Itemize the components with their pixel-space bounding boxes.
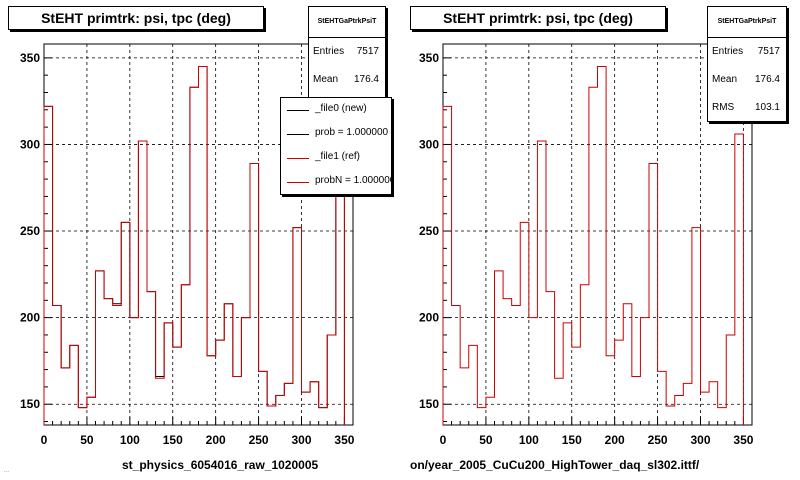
legend-line-prob [287,134,309,135]
y-tick-label: 200 [419,311,439,325]
x-tick-label: 300 [690,433,710,447]
left-entries-value: 7517 [356,46,379,57]
y-tick-label: 350 [419,51,439,65]
legend-label-prob: prob = 1.000000 [315,127,389,138]
x-tick-label: 250 [648,433,668,447]
x-tick-label: 250 [249,433,269,447]
right-file-label: on/year_2005_CuCu200_HighTower_daq_sl302… [410,458,700,472]
legend-line-probn [287,182,309,183]
legend-label-probn: probN = 1.000000 [315,175,392,186]
histogram-series-ref [43,66,345,425]
legend-label-file0: _file0 (new) [315,103,367,114]
left-file-label: st_physics_6054016_raw_1020005 [122,458,319,472]
left-entries-label: Entries [313,46,345,57]
x-tick-label: 100 [120,433,140,447]
left-mean-value: 176.4 [353,74,379,85]
left-chart-title: StEHT primtrk: psi, tpc (deg) [8,6,264,30]
y-tick-label: 150 [419,397,439,411]
legend-entry-prob: prob = 1.000000 [281,122,391,146]
x-tick-label: 0 [41,433,48,447]
legend-line-file1 [287,158,309,159]
right-chart-title: StEHT primtrk: psi, tpc (deg) [410,6,666,30]
y-tick-label: 300 [20,137,40,151]
legend-entry-file0: _file0 (new) [281,98,391,122]
legend-entry-probn: probN = 1.000000 [281,170,391,194]
x-tick-label: 200 [605,433,625,447]
x-tick-label: 150 [562,433,582,447]
legend-line-file0 [287,110,309,111]
y-tick-label: 150 [20,397,40,411]
x-tick-label: 50 [479,433,493,447]
right-mean-label: Mean [712,74,738,85]
left-stats-box: StEHTGaPtrkPsiT Entries 7517 Mean 176.4 [308,6,386,98]
y-tick-label: 250 [419,224,439,238]
x-tick-label: 150 [163,433,183,447]
legend-entry-file1: _file1 (ref) [281,146,391,170]
y-tick-label: 300 [419,137,439,151]
y-tick-label: 200 [20,311,40,325]
right-rms-value: 103.1 [754,102,780,113]
left-mean-label: Mean [313,74,339,85]
right-stats-box: StEHTGaPtrkPsiT Entries 7517 Mean 176.4 … [707,6,787,122]
footnote: ... [4,468,10,474]
right-mean-value: 176.4 [754,74,780,85]
x-tick-label: 350 [334,433,354,447]
x-tick-label: 300 [291,433,311,447]
x-tick-label: 200 [206,433,226,447]
x-tick-label: 100 [519,433,539,447]
x-tick-label: 0 [440,433,447,447]
right-entries-label: Entries [712,46,744,57]
legend-label-file1: _file1 (ref) [315,151,361,162]
right-histogram-panel: 0 50 100 150 200 250 300 350 150 200 250 300 350 [419,43,754,447]
x-tick-label: 350 [733,433,753,447]
plot-frame [442,43,753,426]
y-tick-label: 350 [20,51,40,65]
left-stats-title: StEHTGaPtrkPsiT [309,7,385,38]
left-legend: _file0 (new) prob = 1.000000 _file1 (ref… [280,97,392,195]
y-tick-label: 250 [20,224,40,238]
x-tick-label: 50 [80,433,94,447]
right-rms-label: RMS [712,102,735,113]
right-stats-title: StEHTGaPtrkPsiT [708,7,786,38]
right-entries-value: 7517 [757,46,780,57]
histogram-series-ref [442,66,744,425]
